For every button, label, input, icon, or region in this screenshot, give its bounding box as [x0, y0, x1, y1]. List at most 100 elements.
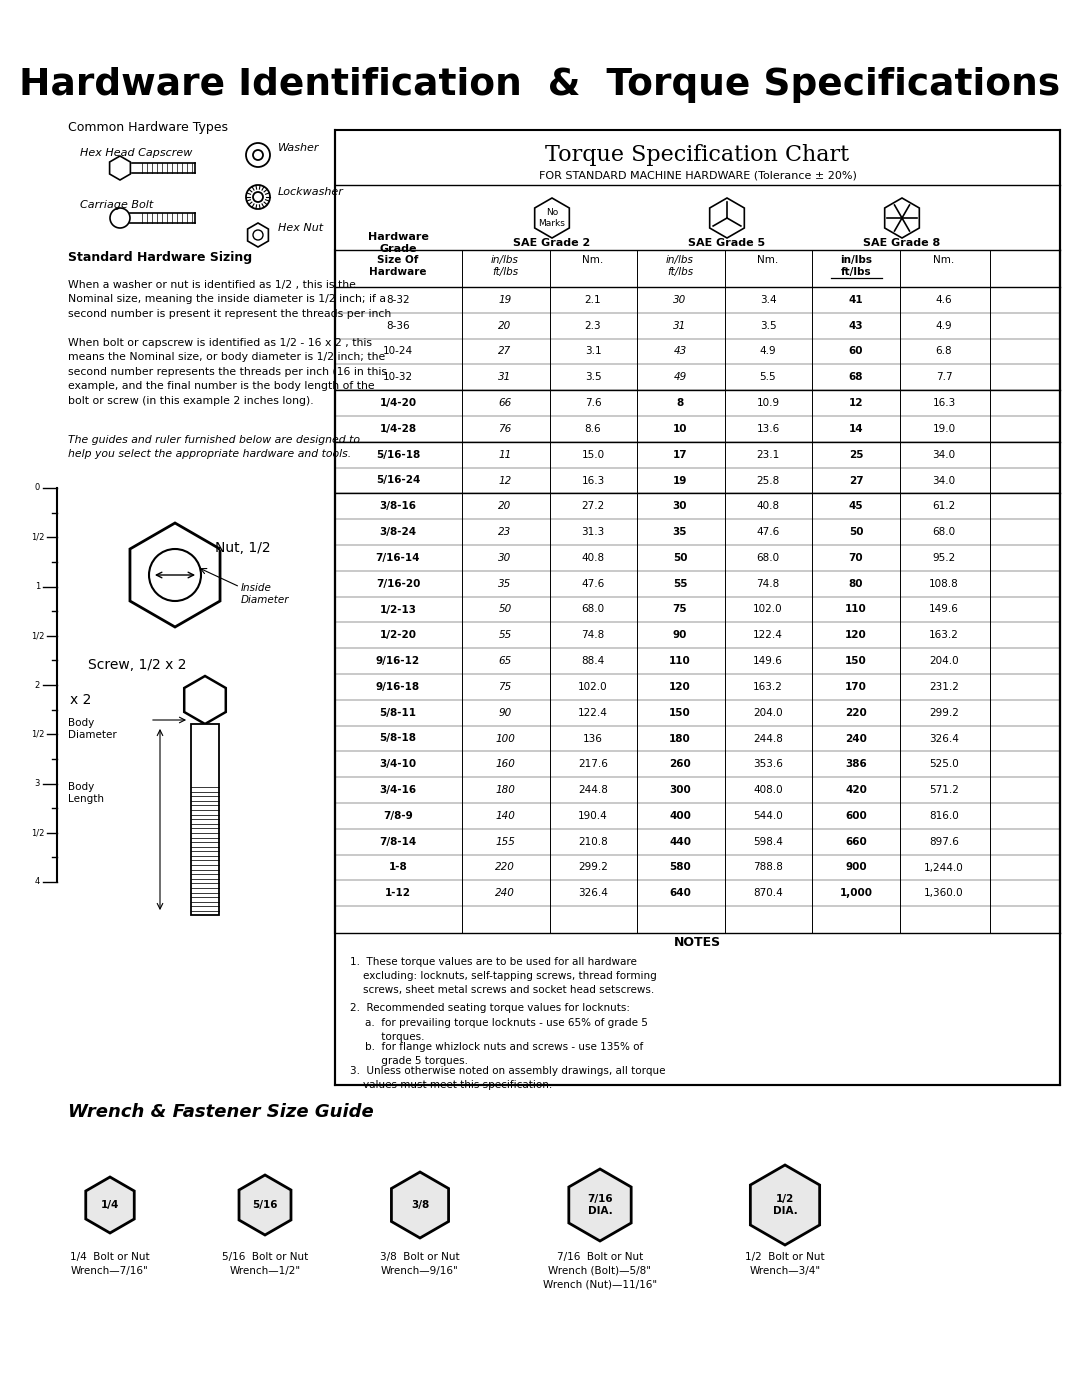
Text: 3/8-24: 3/8-24	[379, 527, 417, 536]
Text: 68.0: 68.0	[756, 553, 780, 563]
Text: 244.8: 244.8	[753, 733, 783, 743]
Text: 1/2
DIA.: 1/2 DIA.	[772, 1194, 797, 1215]
Text: 66: 66	[498, 398, 512, 408]
Text: 240: 240	[495, 888, 515, 898]
Text: 10-32: 10-32	[383, 372, 413, 383]
Text: 30: 30	[498, 553, 512, 563]
Text: 180: 180	[670, 733, 691, 743]
Text: 7/8-14: 7/8-14	[379, 837, 417, 847]
Text: 150: 150	[846, 657, 867, 666]
Text: 7/16-20: 7/16-20	[376, 578, 420, 588]
Text: 8-32: 8-32	[387, 295, 409, 305]
Text: 27: 27	[498, 346, 512, 356]
Text: SAE Grade 8: SAE Grade 8	[863, 237, 941, 249]
Text: 163.2: 163.2	[929, 630, 959, 640]
Text: 0: 0	[35, 483, 40, 493]
Text: 10.9: 10.9	[756, 398, 780, 408]
Polygon shape	[239, 1175, 291, 1235]
Text: 440: 440	[669, 837, 691, 847]
Text: 788.8: 788.8	[753, 862, 783, 873]
Text: 1/4  Bolt or Nut
Wrench—7/16": 1/4 Bolt or Nut Wrench—7/16"	[70, 1252, 150, 1275]
Text: 163.2: 163.2	[753, 682, 783, 692]
Text: 31: 31	[673, 321, 687, 331]
Polygon shape	[710, 198, 744, 237]
Text: 600: 600	[846, 810, 867, 821]
Text: 1/2-20: 1/2-20	[379, 630, 417, 640]
Text: 1,244.0: 1,244.0	[924, 862, 963, 873]
Text: 65: 65	[498, 657, 512, 666]
Text: Hardware Identification  &  Torque Specifications: Hardware Identification & Torque Specifi…	[19, 67, 1061, 103]
Text: 3/4-10: 3/4-10	[379, 760, 417, 770]
Text: 47.6: 47.6	[756, 527, 780, 536]
Text: 7.7: 7.7	[935, 372, 953, 383]
Text: 12: 12	[498, 475, 512, 486]
Text: 43: 43	[849, 321, 863, 331]
Text: 2: 2	[35, 680, 40, 690]
Text: 136: 136	[583, 733, 603, 743]
Text: 6.8: 6.8	[935, 346, 953, 356]
Text: 1/2: 1/2	[30, 631, 44, 640]
Text: 55: 55	[498, 630, 512, 640]
Text: 190.4: 190.4	[578, 810, 608, 821]
Text: Nm.: Nm.	[582, 256, 604, 265]
Text: Wrench & Fastener Size Guide: Wrench & Fastener Size Guide	[68, 1104, 374, 1120]
Polygon shape	[109, 156, 131, 180]
Text: Nut, 1/2: Nut, 1/2	[215, 541, 271, 555]
Text: 3.4: 3.4	[759, 295, 777, 305]
Text: Size Of
Hardware: Size Of Hardware	[369, 256, 427, 277]
Text: 2.  Recommended seating torque values for locknuts:: 2. Recommended seating torque values for…	[350, 1003, 630, 1013]
Text: 3.5: 3.5	[584, 372, 602, 383]
Text: 1-8: 1-8	[389, 862, 407, 873]
Polygon shape	[85, 1178, 134, 1234]
Text: 5/16-24: 5/16-24	[376, 475, 420, 486]
Text: 15.0: 15.0	[581, 450, 605, 460]
Text: 74.8: 74.8	[581, 630, 605, 640]
Text: 900: 900	[846, 862, 867, 873]
Text: When bolt or capscrew is identified as 1/2 - 16 x 2 , this
means the Nominal siz: When bolt or capscrew is identified as 1…	[68, 338, 387, 405]
Text: 386: 386	[846, 760, 867, 770]
Circle shape	[149, 549, 201, 601]
Text: in/lbs
ft/lbs: in/lbs ft/lbs	[666, 256, 694, 277]
Text: 408.0: 408.0	[753, 785, 783, 795]
Polygon shape	[535, 198, 569, 237]
Text: 660: 660	[846, 837, 867, 847]
Text: 4.9: 4.9	[759, 346, 777, 356]
Text: 870.4: 870.4	[753, 888, 783, 898]
Text: 68.0: 68.0	[581, 605, 605, 615]
Text: 1,000: 1,000	[839, 888, 873, 898]
Text: 204.0: 204.0	[753, 708, 783, 718]
Text: 20: 20	[498, 502, 512, 511]
Text: 7.6: 7.6	[584, 398, 602, 408]
Text: Body
Diameter: Body Diameter	[68, 718, 117, 739]
Text: 75: 75	[498, 682, 512, 692]
Text: 3/4-16: 3/4-16	[379, 785, 417, 795]
Polygon shape	[247, 224, 269, 247]
Text: 244.8: 244.8	[578, 785, 608, 795]
Text: 2.1: 2.1	[584, 295, 602, 305]
Text: Common Hardware Types: Common Hardware Types	[68, 122, 228, 134]
Text: 149.6: 149.6	[929, 605, 959, 615]
Text: 3.1: 3.1	[584, 346, 602, 356]
Text: 149.6: 149.6	[753, 657, 783, 666]
Text: x 2: x 2	[70, 693, 92, 707]
Polygon shape	[130, 522, 220, 627]
Text: 100: 100	[495, 733, 515, 743]
Text: 30: 30	[673, 295, 687, 305]
Text: 50: 50	[498, 605, 512, 615]
Text: in/lbs
ft/lbs: in/lbs ft/lbs	[491, 256, 518, 277]
Text: 14: 14	[849, 423, 863, 434]
Text: 598.4: 598.4	[753, 837, 783, 847]
Polygon shape	[185, 676, 226, 724]
FancyBboxPatch shape	[335, 130, 1059, 1085]
Text: 8.6: 8.6	[584, 423, 602, 434]
Text: 571.2: 571.2	[929, 785, 959, 795]
Text: 74.8: 74.8	[756, 578, 780, 588]
Text: 5.5: 5.5	[759, 372, 777, 383]
Text: Standard Hardware Sizing: Standard Hardware Sizing	[68, 250, 252, 264]
Polygon shape	[391, 1172, 448, 1238]
Text: Nm.: Nm.	[757, 256, 779, 265]
Text: 2.3: 2.3	[584, 321, 602, 331]
Text: 1/2  Bolt or Nut
Wrench—3/4": 1/2 Bolt or Nut Wrench—3/4"	[745, 1252, 825, 1275]
Text: 4.6: 4.6	[935, 295, 953, 305]
Text: 3/8-16: 3/8-16	[379, 502, 417, 511]
